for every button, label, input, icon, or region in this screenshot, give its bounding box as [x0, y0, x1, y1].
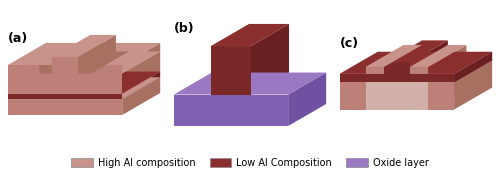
Polygon shape [122, 52, 160, 94]
Polygon shape [384, 40, 448, 62]
Polygon shape [454, 52, 492, 82]
Polygon shape [340, 52, 492, 74]
Polygon shape [40, 65, 90, 74]
Polygon shape [384, 62, 410, 74]
Polygon shape [8, 99, 122, 115]
Polygon shape [366, 82, 428, 110]
Polygon shape [40, 43, 78, 74]
Polygon shape [366, 82, 428, 110]
Polygon shape [52, 35, 116, 57]
Polygon shape [8, 72, 160, 94]
Polygon shape [8, 43, 78, 65]
Legend: High Al composition, Low Al Composition, Oxide layer: High Al composition, Low Al Composition,… [68, 154, 432, 172]
Text: (a): (a) [8, 32, 28, 45]
Polygon shape [366, 52, 404, 110]
Polygon shape [90, 43, 160, 65]
Polygon shape [174, 95, 288, 126]
Polygon shape [40, 43, 78, 74]
Polygon shape [428, 60, 467, 110]
Polygon shape [428, 74, 454, 110]
Polygon shape [90, 43, 129, 74]
Polygon shape [211, 46, 251, 95]
Polygon shape [90, 65, 122, 74]
Polygon shape [78, 52, 129, 74]
Polygon shape [288, 72, 326, 126]
Polygon shape [211, 24, 289, 46]
Polygon shape [8, 74, 122, 94]
Polygon shape [8, 65, 40, 74]
Polygon shape [410, 45, 467, 67]
Polygon shape [90, 43, 129, 74]
Polygon shape [454, 52, 492, 110]
Polygon shape [410, 67, 428, 74]
Polygon shape [8, 77, 160, 99]
Polygon shape [122, 77, 160, 115]
Polygon shape [174, 72, 326, 95]
Polygon shape [340, 74, 454, 82]
Polygon shape [366, 67, 384, 74]
Polygon shape [52, 57, 78, 74]
Polygon shape [340, 52, 404, 74]
Polygon shape [251, 24, 289, 95]
Text: (b): (b) [174, 21, 195, 35]
Polygon shape [40, 52, 90, 74]
Polygon shape [366, 60, 466, 82]
Polygon shape [8, 94, 122, 99]
Polygon shape [340, 74, 365, 110]
Polygon shape [366, 45, 422, 67]
Polygon shape [384, 45, 422, 74]
Polygon shape [78, 35, 116, 74]
Polygon shape [122, 72, 160, 99]
Polygon shape [122, 43, 160, 74]
Text: (c): (c) [340, 37, 359, 50]
Polygon shape [428, 52, 492, 74]
Polygon shape [8, 52, 160, 74]
Polygon shape [40, 43, 129, 65]
Polygon shape [410, 40, 448, 74]
Polygon shape [428, 45, 467, 74]
